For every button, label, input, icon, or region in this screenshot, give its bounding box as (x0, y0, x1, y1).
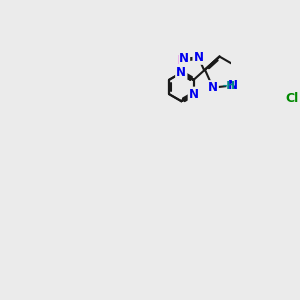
Text: N: N (227, 79, 237, 92)
Text: -H: -H (223, 81, 236, 92)
Text: N: N (176, 66, 186, 79)
Text: N: N (189, 88, 199, 100)
Text: N: N (194, 51, 203, 64)
Text: N: N (176, 66, 186, 79)
Text: Cl: Cl (286, 92, 299, 105)
Text: N: N (179, 52, 189, 65)
Text: N: N (208, 81, 218, 94)
Text: F: F (177, 54, 186, 67)
